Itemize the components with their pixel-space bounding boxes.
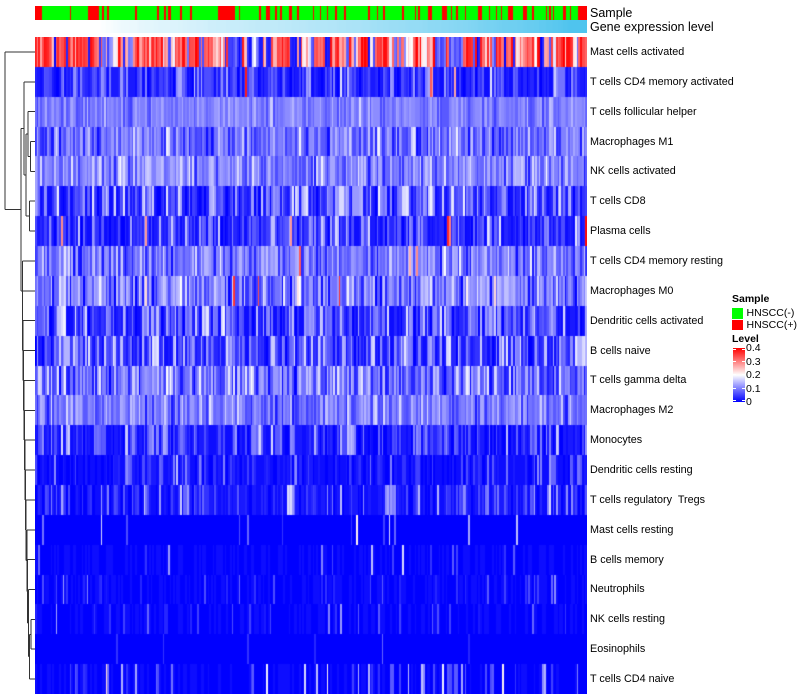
- level-tick-dash: [741, 360, 745, 362]
- row-label: T cells CD8: [590, 195, 646, 208]
- row-label: Eosinophils: [590, 643, 646, 656]
- level-tick-label: 0.2: [746, 369, 761, 381]
- legend-sample-title: Sample: [732, 293, 770, 305]
- annotation-label-gene-expression: Gene expression level: [590, 20, 714, 34]
- level-tick-label: 0.3: [746, 355, 761, 368]
- level-gradient-bar: [733, 348, 745, 402]
- legend-entry-hnscc-positive: HNSCC(+): [746, 318, 797, 331]
- level-tick-label: 0.1: [746, 382, 761, 395]
- gene-expression-annotation-bar: [35, 20, 587, 34]
- row-label: B cells memory: [590, 553, 664, 566]
- row-label: T cells CD4 memory activated: [590, 75, 734, 88]
- level-tick-dash: [733, 374, 736, 376]
- level-tick-dash: [741, 400, 745, 402]
- row-label: Mast cells activated: [590, 45, 685, 58]
- row-label: T cells gamma delta: [590, 374, 687, 387]
- row-label: NK cells activated: [590, 165, 676, 178]
- sample-annotation-bar: [35, 6, 587, 20]
- level-tick-dash: [733, 360, 736, 362]
- row-label: T cells follicular helper: [590, 105, 697, 118]
- row-label: Mast cells resting: [590, 523, 674, 536]
- row-label: Plasma cells: [590, 225, 651, 238]
- level-tick-dash: [733, 387, 736, 389]
- legend-entry-hnscc-negative: HNSCC(-): [746, 307, 795, 319]
- row-label: T cells regulatory Tregs: [590, 493, 706, 506]
- row-dendrogram: [4, 51, 35, 680]
- row-label: Dendritic cells resting: [590, 464, 693, 477]
- legend-swatch-hnscc-positive: [732, 319, 743, 330]
- heatmap-canvas: [35, 37, 587, 694]
- legend-swatch-hnscc-negative: [732, 308, 743, 319]
- row-label: T cells CD4 naive: [590, 673, 675, 686]
- row-label: Macrophages M0: [590, 284, 674, 297]
- row-label: Dendritic cells activated: [590, 314, 704, 327]
- level-tick-dash: [733, 348, 736, 350]
- level-tick-dash: [733, 400, 736, 402]
- row-label: B cells naive: [590, 344, 651, 357]
- legend-level-title: Level: [732, 333, 759, 345]
- level-tick-dash: [741, 387, 745, 389]
- row-label: NK cells resting: [590, 613, 666, 626]
- level-tick-dash: [741, 374, 745, 376]
- row-label: T cells CD4 memory resting: [590, 254, 723, 267]
- level-tick-dash: [741, 348, 745, 350]
- level-tick-label: 0.4: [746, 342, 761, 354]
- row-label: Neutrophils: [590, 583, 645, 596]
- row-label: Macrophages M2: [590, 404, 674, 417]
- row-label: Monocytes: [590, 434, 643, 447]
- row-label: Macrophages M1: [590, 135, 674, 148]
- level-tick-label: 0: [746, 396, 752, 408]
- annotation-label-sample: Sample: [590, 6, 633, 20]
